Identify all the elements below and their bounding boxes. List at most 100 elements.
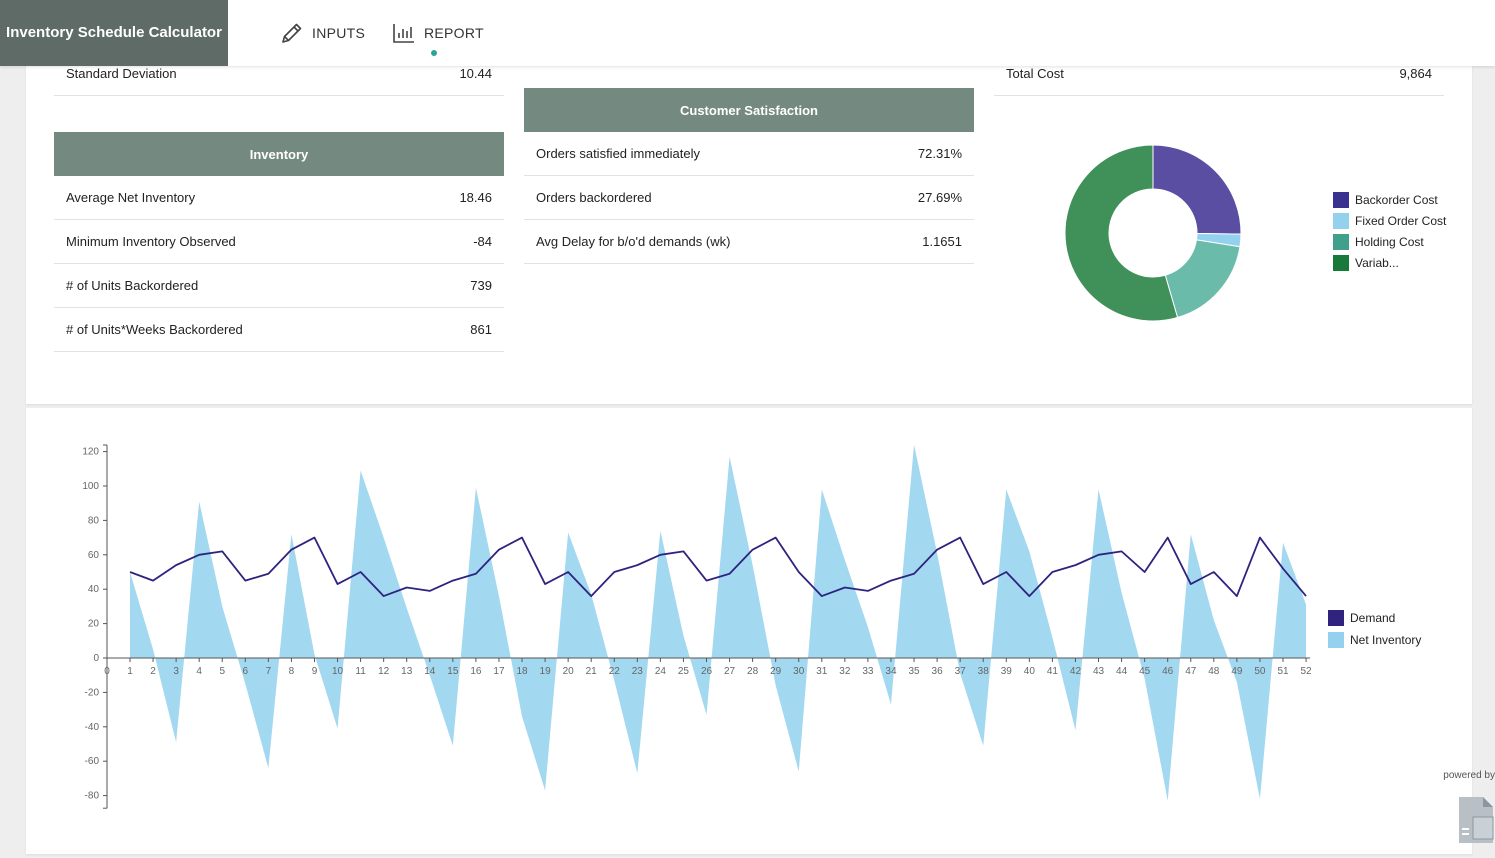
x-tick-label: 23 xyxy=(632,666,644,677)
top-bar: Inventory Schedule Calculator INPUTS REP… xyxy=(0,0,1495,66)
row-value: 27.69% xyxy=(917,190,962,205)
table-row: Orders backordered 27.69% xyxy=(524,176,974,220)
x-tick-label: 9 xyxy=(312,666,318,677)
x-tick-label: 52 xyxy=(1300,666,1312,677)
powered-by-label: powered by xyxy=(1443,770,1495,781)
legend-item-backorder-cost[interactable]: Backorder Cost xyxy=(1333,192,1438,208)
demand-line xyxy=(129,536,1307,597)
row-label: Orders satisfied immediately xyxy=(536,146,700,161)
row-label: Average Net Inventory xyxy=(66,190,196,205)
std-dev-label: Standard Deviation xyxy=(66,66,177,81)
table-row: Avg Delay for b/o'd demands (wk) 1.1651 xyxy=(524,220,974,264)
row-label: # of Units*Weeks Backordered xyxy=(66,322,243,337)
x-tick-label: 38 xyxy=(978,666,990,677)
vendor-logo-icon[interactable] xyxy=(1457,795,1495,845)
row-value: 739 xyxy=(470,278,492,293)
row-label: Avg Delay for b/o'd demands (wk) xyxy=(536,234,731,249)
y-tick-label: -80 xyxy=(85,791,100,802)
legend-swatch xyxy=(1333,213,1349,229)
std-dev-row: Standard Deviation 10.44 xyxy=(54,52,504,96)
x-tick-label: 33 xyxy=(862,666,874,677)
legend-label: Fixed Order Cost xyxy=(1355,214,1447,228)
x-tick-label: 42 xyxy=(1070,666,1082,677)
std-dev-value: 10.44 xyxy=(459,66,492,81)
donut-slice xyxy=(1064,144,1179,322)
x-tick-label: 37 xyxy=(955,666,967,677)
x-tick-label: 44 xyxy=(1116,666,1128,677)
x-tick-label: 20 xyxy=(563,666,575,677)
x-tick-label: 36 xyxy=(932,666,944,677)
x-tick-label: 29 xyxy=(770,666,782,677)
x-tick-label: 22 xyxy=(609,666,621,677)
tab-inputs[interactable]: INPUTS xyxy=(280,0,365,66)
row-value: 861 xyxy=(470,322,492,337)
total-cost-label: Total Cost xyxy=(1006,66,1064,81)
x-tick-label: 47 xyxy=(1185,666,1197,677)
tab-report-label: REPORT xyxy=(424,25,484,41)
x-tick-label: 13 xyxy=(401,666,413,677)
legend-swatch xyxy=(1333,255,1349,271)
legend-item-fixed-order-cost[interactable]: Fixed Order Cost xyxy=(1333,213,1446,229)
x-tick-label: 19 xyxy=(540,666,552,677)
y-tick-label: 60 xyxy=(88,550,100,561)
legend-item-net-inventory[interactable]: Net Inventory xyxy=(1328,632,1421,648)
legend-label: Demand xyxy=(1350,611,1396,625)
row-value: 72.31% xyxy=(917,146,962,161)
weekly-chart-card: 120 100 80 60 40 20 0 -20 -40 -60 -80 0 1 2 3 4 5 6 7 8 9 10 1… xyxy=(26,408,1472,854)
x-tick-label: 31 xyxy=(816,666,828,677)
x-tick-label: 46 xyxy=(1162,666,1174,677)
row-value: 18.46 xyxy=(459,190,492,205)
x-tick-label: 14 xyxy=(424,666,436,677)
x-tick-label: 2 xyxy=(150,666,156,677)
y-tick-label: 100 xyxy=(82,481,99,492)
x-tick-label: 15 xyxy=(447,666,459,677)
table-row: Orders satisfied immediately 72.31% xyxy=(524,132,974,176)
cost-donut-chart xyxy=(1064,144,1242,322)
legend-label: Variab... xyxy=(1355,256,1399,270)
x-tick-label: 26 xyxy=(701,666,713,677)
x-tick-label: 45 xyxy=(1139,666,1151,677)
row-label: Minimum Inventory Observed xyxy=(66,234,236,249)
legend-swatch xyxy=(1333,234,1349,250)
total-cost-value: 9,864 xyxy=(1399,66,1432,81)
x-tick-label: 11 xyxy=(355,666,366,677)
active-tab-indicator xyxy=(431,50,437,56)
net-inventory-area xyxy=(130,444,1307,801)
legend-item-holding-cost[interactable]: Holding Cost xyxy=(1333,234,1424,250)
x-tick-label: 16 xyxy=(470,666,482,677)
x-tick-label: 43 xyxy=(1093,666,1105,677)
pencil-icon xyxy=(282,23,302,43)
x-tick-label: 8 xyxy=(289,666,295,677)
x-tick-label: 5 xyxy=(219,666,225,677)
tab-inputs-label: INPUTS xyxy=(312,25,366,41)
x-tick-label: 27 xyxy=(724,666,736,677)
report-summary-card: Standard Deviation 10.44 Total Cost 9,86… xyxy=(26,60,1472,404)
x-tick-label: 7 xyxy=(266,666,272,677)
x-tick-label: 41 xyxy=(1047,666,1059,677)
donut-slice xyxy=(1164,239,1241,319)
legend-item-variable-cost[interactable]: Variab... xyxy=(1333,255,1399,271)
table-row: # of Units Backordered 739 xyxy=(54,264,504,308)
row-label: Orders backordered xyxy=(536,190,652,205)
bar-chart-icon xyxy=(393,24,414,43)
legend-swatch xyxy=(1328,610,1344,626)
legend-label: Backorder Cost xyxy=(1355,193,1438,207)
x-tick-label: 12 xyxy=(378,666,390,677)
x-tick-label: 17 xyxy=(493,666,505,677)
legend-item-demand[interactable]: Demand xyxy=(1328,610,1395,626)
x-tick-label: 6 xyxy=(243,666,249,677)
y-tick-label: 0 xyxy=(93,653,99,664)
tab-report[interactable]: REPORT xyxy=(392,0,484,66)
x-tick-label: 3 xyxy=(173,666,179,677)
inventory-header: Inventory xyxy=(54,132,504,176)
y-tick-label: -60 xyxy=(85,756,100,767)
y-tick-label: -40 xyxy=(85,722,100,733)
legend-label: Net Inventory xyxy=(1350,633,1422,647)
legend-swatch xyxy=(1333,192,1349,208)
total-cost-row: Total Cost 9,864 xyxy=(994,52,1444,96)
x-tick-label: 50 xyxy=(1254,666,1266,677)
x-tick-label: 0 xyxy=(104,666,110,677)
x-tick-label: 4 xyxy=(196,666,202,677)
x-tick-label: 48 xyxy=(1208,666,1220,677)
